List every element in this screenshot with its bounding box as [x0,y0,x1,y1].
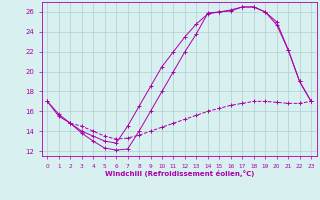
X-axis label: Windchill (Refroidissement éolien,°C): Windchill (Refroidissement éolien,°C) [105,170,254,177]
